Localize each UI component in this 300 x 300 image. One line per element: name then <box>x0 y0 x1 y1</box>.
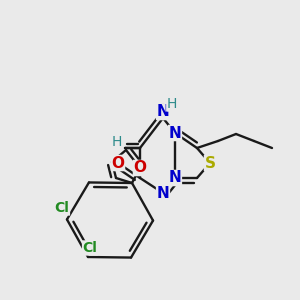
Text: Cl: Cl <box>82 241 98 255</box>
Text: N: N <box>169 125 182 140</box>
Text: Cl: Cl <box>55 201 69 215</box>
Text: H: H <box>167 97 177 111</box>
Text: N: N <box>157 104 169 119</box>
Text: O: O <box>112 155 124 170</box>
Text: O: O <box>134 160 146 175</box>
Text: S: S <box>205 155 215 170</box>
Text: N: N <box>169 170 182 185</box>
Text: H: H <box>112 135 122 149</box>
Text: N: N <box>157 185 169 200</box>
